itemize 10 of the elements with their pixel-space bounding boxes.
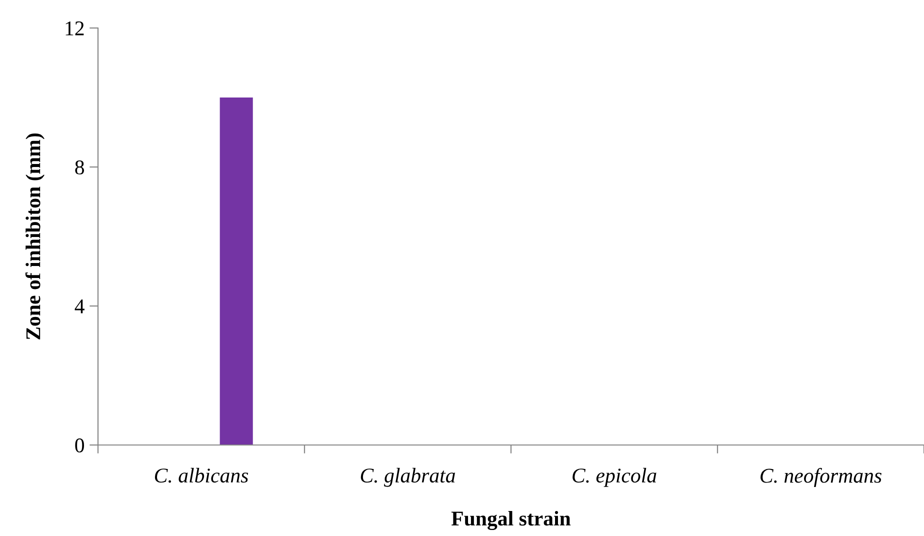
y-tick-label: 4: [74, 300, 84, 314]
x-tick-label: C. neoformans: [760, 468, 882, 488]
y-axis-title: Zone of inhibiton (mm): [25, 134, 45, 340]
x-tick-label: C. glabrata: [360, 468, 456, 487]
y-tick-label: 12: [66, 21, 84, 36]
x-axis-title: Fungal strain: [451, 510, 571, 530]
x-tick-label: C. epicola: [572, 468, 656, 487]
y-tick-label: 8: [75, 160, 84, 174]
x-tick-label: C. albicans: [154, 468, 248, 483]
y-tick-label: 0: [75, 438, 84, 452]
